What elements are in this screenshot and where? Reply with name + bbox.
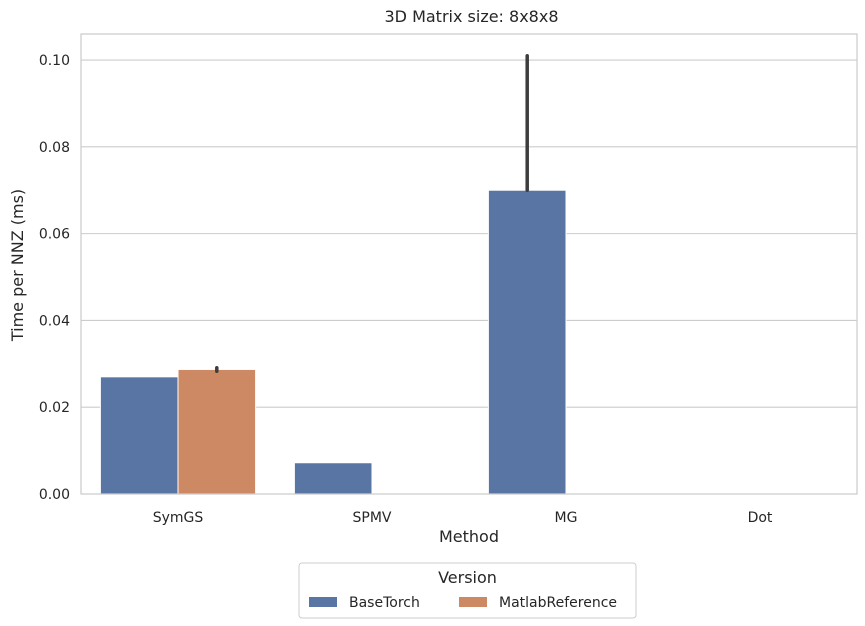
y-axis-title: Time per NNZ (ms) (8, 189, 27, 342)
legend-label-basetorch: BaseTorch (349, 595, 420, 611)
x-tick-labels: SymGS SPMV MG Dot (153, 510, 773, 526)
y-tick-label: 0.08 (39, 140, 70, 156)
x-tick-label-dot: Dot (748, 510, 773, 526)
x-tick-label-mg: MG (555, 510, 578, 526)
chart-title: 3D Matrix size: 8x8x8 (384, 7, 558, 26)
y-tick-labels: 0.00 0.02 0.04 0.06 0.08 0.10 (39, 53, 70, 503)
x-tick-label-symgs: SymGS (153, 510, 204, 526)
bar-basetorch-symgs (99, 376, 179, 495)
legend-label-matlabreference: MatlabReference (499, 595, 617, 611)
legend-swatch-basetorch (309, 597, 337, 607)
legend-swatch-matlabreference (459, 597, 487, 607)
x-tick-label-spmv: SPMV (353, 510, 392, 526)
legend-frame (298, 562, 637, 619)
bar-basetorch-spmv (293, 462, 373, 495)
y-tick-label: 0.00 (39, 487, 70, 503)
x-axis-title: Method (439, 527, 499, 546)
bars-group (99, 189, 567, 495)
y-tick-label: 0.10 (39, 53, 70, 69)
y-tick-label: 0.04 (39, 313, 70, 329)
y-tick-label: 0.06 (39, 227, 70, 243)
bar-basetorch-mg (487, 189, 567, 495)
y-tick-label: 0.02 (39, 400, 70, 416)
legend: Version BaseTorch MatlabReference (298, 562, 637, 619)
bar-matlabreference-symgs (177, 368, 257, 495)
legend-title: Version (438, 568, 497, 587)
plot-frame (80, 33, 858, 495)
error-bars-group (215, 53, 529, 373)
